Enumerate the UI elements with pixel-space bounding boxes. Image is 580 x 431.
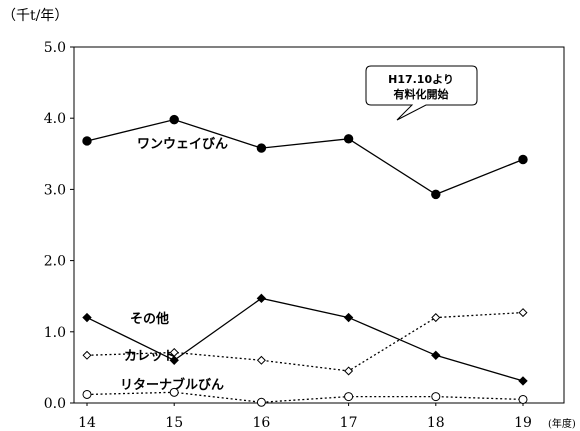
x-tick-label: 16	[252, 415, 270, 431]
data-point	[169, 355, 179, 365]
data-point	[431, 189, 441, 200]
y-tick-label: 4.0	[44, 111, 66, 127]
annotation-bubble	[365, 65, 478, 121]
series-label-returnable: リターナブルびん	[120, 377, 224, 393]
y-tick-label: 2.0	[44, 254, 66, 270]
data-point	[344, 392, 354, 402]
series-2	[82, 308, 528, 376]
data-point	[169, 114, 179, 125]
data-point	[431, 350, 441, 361]
data-point	[82, 350, 92, 360]
y-tick-label: 1.0	[44, 325, 66, 341]
data-point	[343, 312, 354, 323]
data-point	[82, 312, 92, 323]
data-point	[431, 313, 441, 323]
series-label-one-way: ワンウェイびん	[137, 137, 228, 152]
annotation-line-2: 有料化開始	[394, 87, 449, 101]
data-point	[344, 366, 354, 376]
data-point	[82, 389, 92, 399]
x-tick-label: 15	[165, 415, 183, 431]
series-label-other: その他	[130, 311, 169, 327]
data-point	[256, 293, 267, 304]
y-tick-label: 5.0	[44, 40, 66, 56]
series-line	[86, 391, 524, 403]
y-axis-unit-label: （千t/年）	[2, 8, 68, 24]
x-tick-label: 17	[340, 415, 358, 431]
annotation-callout: H17.10より 有料化開始	[365, 65, 478, 121]
data-point	[256, 355, 266, 365]
axes-group: 0.0 1.0 2.0 3.0 4.0 5.0 14 15 16 17 18 19	[44, 40, 565, 431]
data-point	[256, 143, 267, 153]
series-3	[82, 387, 528, 407]
series-line	[86, 311, 524, 372]
series-label-cullet: カレット	[124, 349, 176, 364]
data-point	[518, 308, 528, 318]
data-point	[518, 154, 528, 165]
data-point	[343, 134, 354, 144]
data-point	[518, 394, 528, 404]
x-axis-unit-label: (年度)	[548, 417, 576, 430]
data-point	[518, 376, 528, 386]
y-tick-label: 0.0	[44, 396, 66, 412]
x-tick-label: 18	[427, 415, 445, 431]
series-1	[82, 293, 528, 386]
y-tick-label: 3.0	[44, 182, 66, 198]
data-point	[169, 387, 179, 397]
annotation-line-1: H17.10より	[388, 73, 454, 86]
series-line	[86, 297, 524, 382]
x-tick-label: 14	[78, 415, 96, 431]
data-point	[256, 397, 266, 407]
data-point	[169, 347, 179, 357]
series-0	[82, 114, 528, 200]
data-point	[82, 136, 92, 146]
x-tick-label: 19	[514, 415, 532, 431]
plot-frame	[73, 46, 565, 404]
series-line	[86, 118, 524, 196]
data-point	[431, 392, 441, 402]
